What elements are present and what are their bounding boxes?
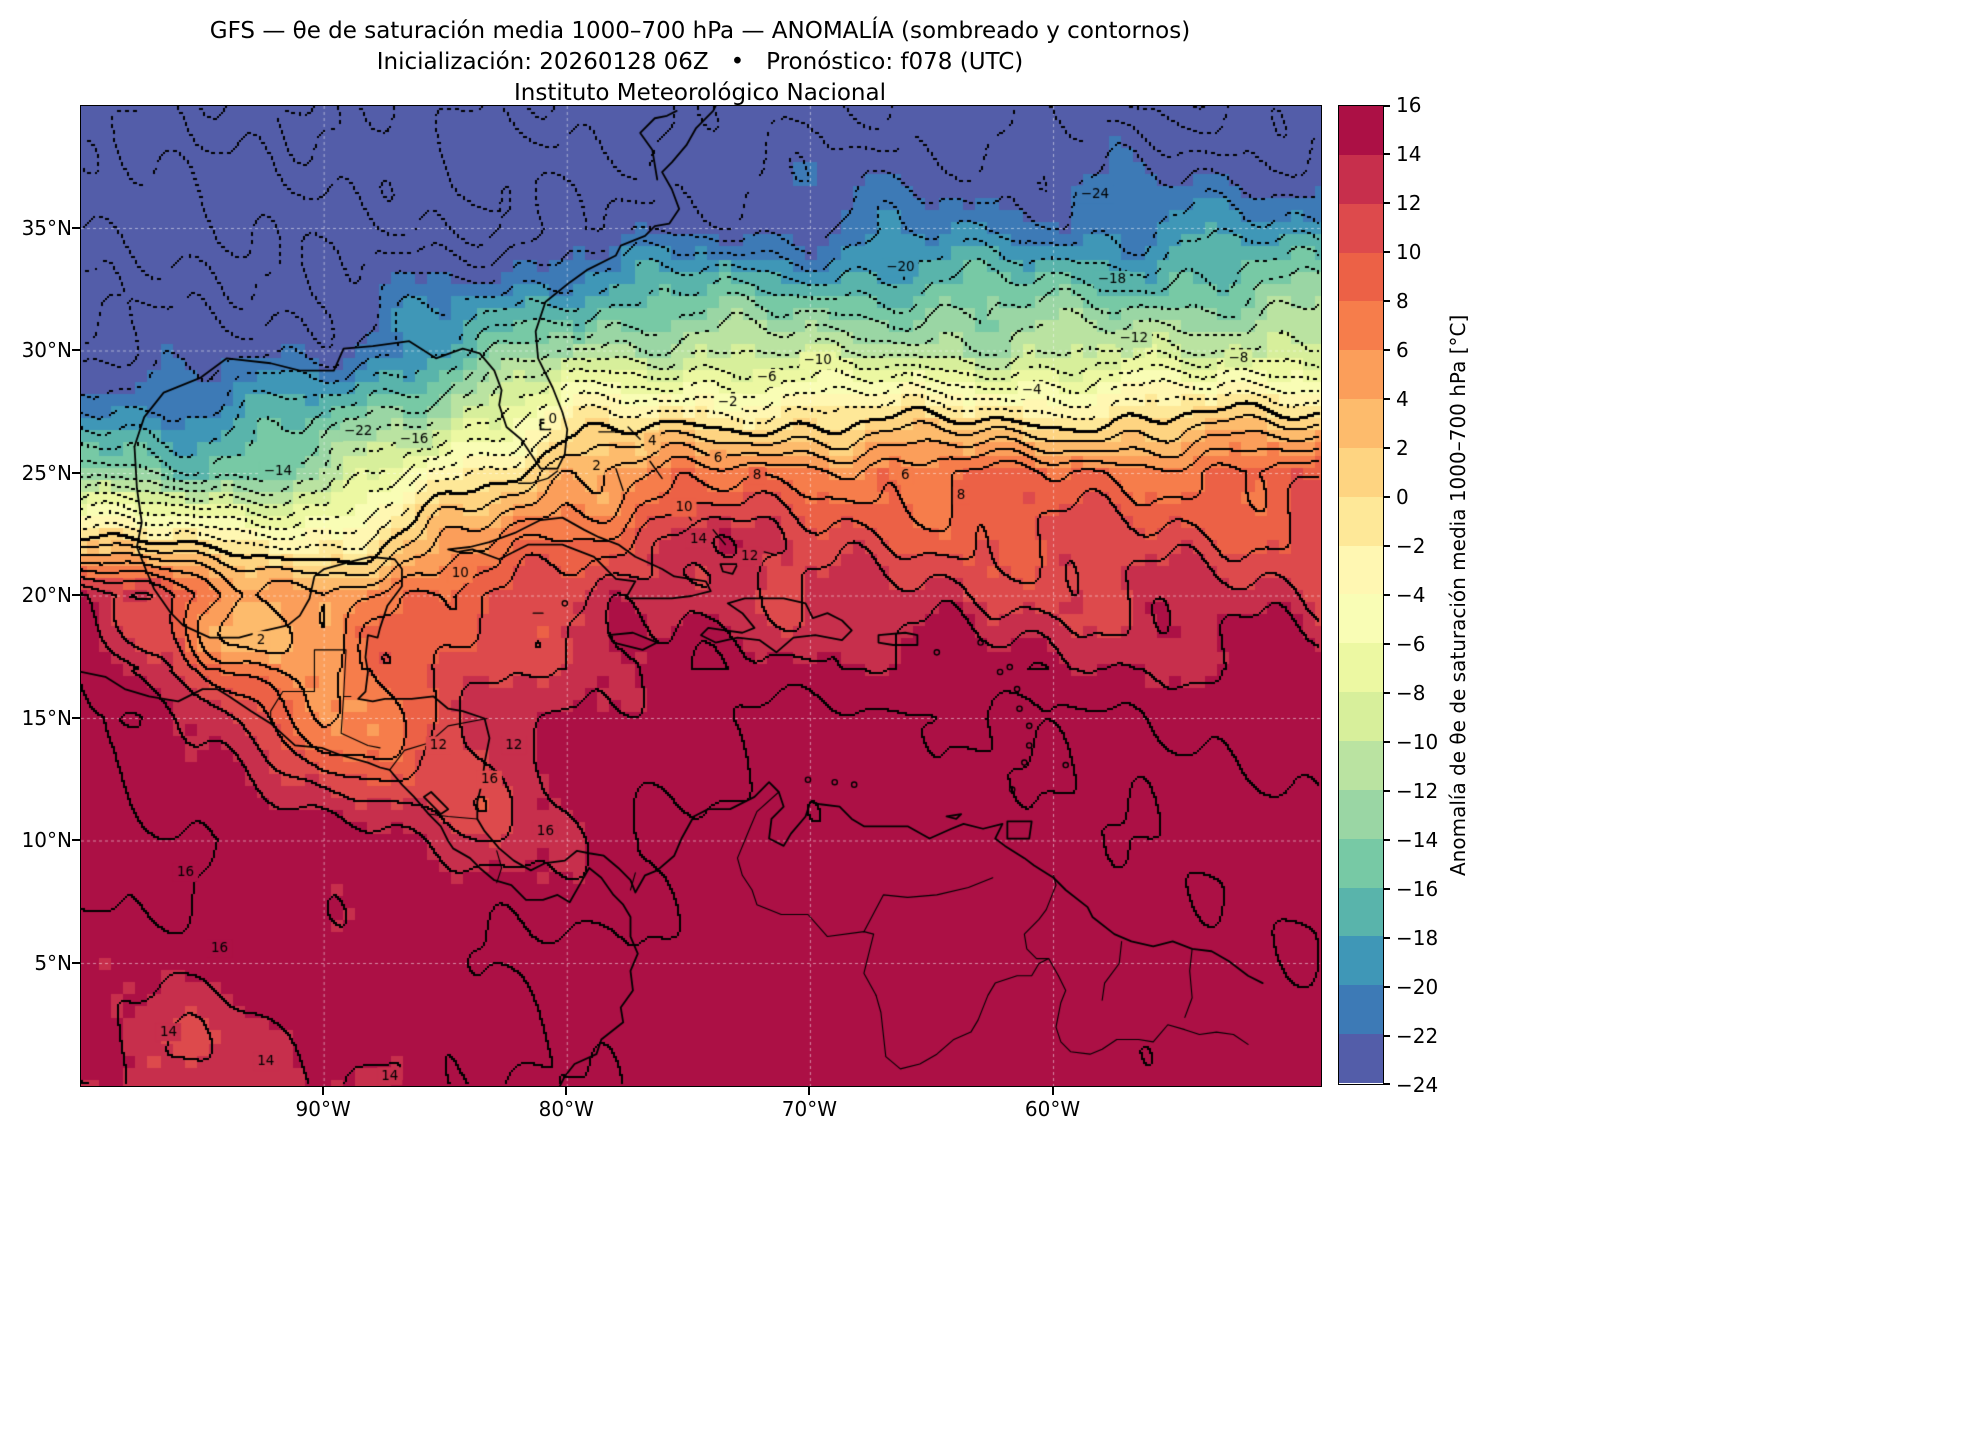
colorbar-band: [1339, 545, 1383, 595]
x-tick-label: 60°W: [1024, 1097, 1081, 1121]
y-tick-mark: [72, 349, 80, 351]
colorbar-band: [1339, 789, 1383, 839]
colorbar-band: [1339, 1034, 1383, 1083]
colorbar-tick-mark: [1384, 398, 1390, 400]
colorbar-tick-label: −14: [1396, 828, 1439, 852]
colorbar-band: [1339, 252, 1383, 302]
colorbar-tick-mark: [1384, 105, 1390, 107]
y-tick-label: 35°N: [21, 215, 72, 240]
y-tick-label: 5°N: [34, 950, 72, 975]
y-tick-label: 10°N: [21, 828, 72, 852]
y-tick-label: 20°N: [21, 583, 72, 607]
colorbar-tick-mark: [1384, 986, 1390, 988]
colorbar-tick-mark: [1384, 545, 1390, 547]
x-tick-label: 80°W: [538, 1097, 594, 1121]
y-tick-label: 25°N: [21, 460, 72, 485]
x-tick-mark: [565, 1087, 568, 1095]
colorbar-tick-mark: [1384, 1083, 1390, 1085]
colorbar-tick-label: −24: [1396, 1073, 1439, 1097]
colorbar-band: [1339, 447, 1383, 497]
colorbar-tick-label: 4: [1396, 387, 1409, 411]
colorbar-band: [1339, 692, 1383, 741]
colorbar-tick-label: 14: [1396, 142, 1422, 166]
colorbar-tick-label: 10: [1396, 240, 1422, 264]
colorbar-tick-mark: [1384, 790, 1390, 792]
x-tick-mark: [1051, 1087, 1054, 1095]
y-tick-mark: [72, 594, 80, 596]
colorbar-tick-label: 2: [1396, 436, 1409, 460]
colorbar-tick-label: −22: [1396, 1024, 1439, 1048]
map-plot-area: [80, 105, 1322, 1087]
colorbar-tick-label: −4: [1396, 583, 1426, 607]
colorbar-tick-label: −16: [1396, 877, 1439, 901]
x-tick-mark: [322, 1087, 325, 1095]
colorbar-band: [1339, 496, 1383, 546]
colorbar-tick-label: 0: [1396, 485, 1409, 509]
colorbar-band: [1339, 985, 1383, 1035]
colorbar-tick-label: −18: [1396, 926, 1439, 950]
y-tick-mark: [72, 226, 80, 229]
y-tick-mark: [72, 961, 80, 964]
colorbar-tick-label: −8: [1396, 681, 1426, 705]
colorbar-band: [1339, 399, 1383, 448]
colorbar-band: [1339, 740, 1383, 790]
title-block: GFS — θe de saturación media 1000–700 hP…: [80, 16, 1320, 109]
colorbar-tick-label: −12: [1396, 779, 1439, 803]
colorbar-tick-mark: [1384, 741, 1390, 743]
colorbar-band: [1339, 643, 1383, 693]
colorbar-tick-label: 16: [1396, 93, 1422, 117]
colorbar-tick-mark: [1384, 839, 1390, 841]
colorbar-tick-label: 8: [1396, 289, 1409, 313]
colorbar-band: [1339, 350, 1383, 400]
colorbar: [1338, 105, 1384, 1085]
colorbar-tick-label: −10: [1396, 730, 1439, 754]
colorbar-tick-mark: [1384, 692, 1390, 694]
colorbar-tick-mark: [1384, 937, 1390, 939]
y-tick-label: 30°N: [21, 338, 72, 362]
colorbar-band: [1339, 154, 1383, 204]
colorbar-tick-mark: [1384, 594, 1390, 596]
chart-title: GFS — θe de saturación media 1000–700 hP…: [209, 18, 1191, 44]
colorbar-tick-mark: [1384, 153, 1390, 155]
colorbar-band: [1339, 203, 1383, 253]
colorbar-tick-mark: [1384, 643, 1390, 645]
x-tick-label: 90°W: [295, 1097, 351, 1121]
map-canvas: [80, 105, 1322, 1087]
y-tick-label: 15°N: [21, 705, 72, 730]
colorbar-tick-mark: [1384, 496, 1390, 498]
colorbar-band: [1339, 301, 1383, 351]
x-tick-mark: [808, 1087, 811, 1095]
colorbar-tick-mark: [1384, 251, 1390, 253]
colorbar-tick-label: −6: [1396, 632, 1426, 656]
colorbar-band: [1339, 838, 1383, 888]
chart-institution: Instituto Meteorológico Nacional: [514, 80, 886, 106]
colorbar-tick-label: −20: [1396, 975, 1439, 999]
y-tick-mark: [72, 471, 80, 474]
colorbar-tick-mark: [1384, 1035, 1390, 1037]
colorbar-tick-label: 12: [1396, 191, 1422, 215]
colorbar-tick-label: −2: [1396, 534, 1426, 558]
chart-subtitle: Inicialización: 20260128 06Z • Pronóstic…: [376, 49, 1024, 75]
colorbar-band: [1339, 936, 1383, 986]
x-tick-label: 70°W: [781, 1097, 838, 1121]
colorbar-band: [1339, 887, 1383, 937]
colorbar-tick-mark: [1384, 202, 1390, 204]
y-tick-mark: [72, 716, 80, 719]
y-tick-mark: [72, 839, 80, 841]
colorbar-tick-mark: [1384, 300, 1390, 302]
colorbar-band: [1339, 106, 1383, 155]
colorbar-tick-mark: [1384, 447, 1390, 449]
colorbar-tick-mark: [1384, 888, 1390, 890]
colorbar-band: [1339, 594, 1383, 644]
colorbar-tick-label: 6: [1396, 338, 1409, 362]
colorbar-tick-mark: [1384, 349, 1390, 351]
